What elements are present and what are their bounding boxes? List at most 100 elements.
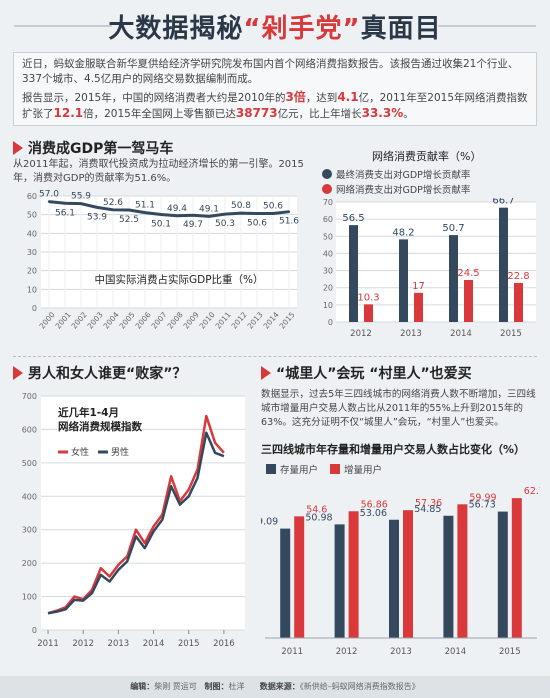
y-tick-label: 0 [32, 626, 37, 635]
x-tick-label: 2014 [450, 329, 472, 339]
data-point [143, 211, 147, 214]
x-tick-label: 2013 [246, 310, 265, 331]
section-3-desc: 数据显示，过去5年三四线城市的网络消费人数不断增加，三四线城市增量用户交易人数占… [261, 389, 536, 428]
intro-text: ，达到 [305, 92, 338, 104]
title-suffix: 真面目 [360, 14, 442, 44]
bar [464, 280, 473, 322]
x-tick-label: 2002 [70, 310, 89, 331]
y-tick-label: 200 [22, 559, 37, 568]
bar [414, 292, 423, 322]
intro-text: 倍，2015年全国网上零售额已达 [83, 108, 236, 120]
y-tick-label: 50 [323, 232, 333, 241]
legend-swatch-navy [322, 169, 332, 179]
chart4-title: 三四线城市年存量和增量用户交易人数占比变化（%） [261, 443, 526, 456]
bar [497, 511, 508, 638]
intro-paragraph-2: 报告显示，2015年，中国的网络消费者大约是2010年的3倍，达到4.1亿，20… [22, 90, 528, 122]
data-label: 56.1 [55, 208, 75, 218]
chart2-title: 网络消费贡献率（%） [372, 150, 482, 163]
footer-label: 制图： [204, 682, 229, 691]
legend-label: 最终消费支出对GDP增长贡献率 [336, 170, 471, 181]
data-label: 49.7 [183, 220, 203, 230]
section-3-title: “城里人”会玩 “村里人”也爱买 [276, 366, 472, 382]
data-point [239, 211, 243, 215]
x-tick-label: 2008 [166, 310, 185, 331]
bar [457, 504, 468, 638]
y-tick-label: 600 [22, 425, 37, 434]
data-label: 49.09 [261, 517, 278, 528]
data-label: 50.6 [247, 219, 267, 229]
footer-value: 杜洋 [228, 682, 245, 691]
data-label: 52.6 [103, 198, 123, 208]
y-tick-label: 700 [22, 392, 37, 401]
chart-title: 中国实际消费占实际GDP比重（%） [94, 273, 263, 286]
y-tick-label: 300 [22, 526, 37, 535]
gdp-share-chart: 0102030405060200020012002200320042005200… [27, 190, 299, 331]
data-point [271, 212, 275, 215]
intro-box: 近日，蚂蚁金服联合新华夏供给经济学研究院发布国内首个网络消费指数报告。该报告通过… [13, 52, 537, 126]
y-tick-label: 20 [27, 267, 37, 276]
footer-label: 编辑： [130, 682, 155, 691]
data-label: 56.86 [361, 499, 388, 510]
x-tick-label: 2015 [178, 639, 200, 649]
chart-title: 近几年1-4月 [58, 406, 119, 419]
section-3-heading: “城里人”会玩 “村里人”也爱买 [261, 363, 472, 383]
y-tick-label: 10 [27, 285, 37, 294]
data-label: 51.1 [135, 201, 155, 211]
data-label: 53.9 [87, 212, 107, 222]
y-tick-label: 60 [27, 192, 37, 201]
y-tick-label: 50 [27, 211, 37, 220]
intro-number: 4.1 [337, 90, 359, 104]
data-point [159, 213, 163, 216]
x-tick-label: 2013 [400, 329, 422, 339]
data-label: 52.5 [119, 215, 139, 225]
section-1-desc: 从2011年起，消费取代投资成为拉动经济增长的第一引擎。2015年，消费对GDP… [13, 159, 304, 184]
data-label: 66.7 [492, 198, 514, 207]
x-tick-label: 2001 [54, 310, 73, 331]
y-tick-label: 60 [323, 215, 333, 224]
x-tick-label: 2007 [150, 310, 169, 331]
bar [389, 519, 399, 638]
chart-title: 网络消费规模指数 [58, 420, 142, 433]
data-point [127, 208, 131, 212]
chart2-legend-item: 网络消费支出对GDP增长贡献率 [322, 182, 470, 196]
header: 大数据揭秘“剁手党”真面目 [0, 0, 550, 50]
data-label: 53.06 [360, 508, 387, 519]
data-label: 49.1 [199, 204, 219, 214]
divider [13, 356, 537, 357]
legend-swatch-red [330, 464, 340, 474]
data-label: 50.6 [263, 202, 283, 212]
x-tick-label: 2012 [72, 639, 94, 649]
chart4-legend-item: 存量用户 [266, 462, 318, 476]
x-tick-label: 2000 [38, 310, 57, 331]
x-tick-label: 2006 [134, 310, 153, 331]
legend-label: 男性 [111, 446, 129, 458]
x-tick-label: 2011 [214, 310, 233, 331]
section-2-title: 男人和女人谁更“败家”？ [28, 366, 187, 382]
x-tick-label: 2003 [86, 310, 105, 331]
y-tick-label: 40 [27, 229, 37, 238]
gender-index-chart: 0 100 200 300 400 500 600 700 2011 2012 2013 2014 20… [22, 392, 245, 649]
y-tick-label: 10 [323, 301, 333, 310]
legend-label: 女性 [71, 446, 89, 458]
data-label: 54.6 [306, 504, 327, 515]
legend-swatch-navy [266, 464, 276, 474]
intro-text: 报告显示，2015年，中国的网络消费者大约是2010年的 [22, 92, 286, 104]
plot-area [41, 396, 245, 630]
section-1-title: 消费成GDP第一驾马车 [28, 141, 174, 157]
intro-text: 亿元，比上年增长 [277, 108, 362, 120]
x-tick-label: 2014 [445, 647, 467, 657]
y-tick-label: 400 [22, 492, 37, 501]
data-label: 24.5 [457, 268, 479, 279]
triangle-icon [261, 366, 271, 380]
data-label: 17 [412, 281, 425, 292]
page-title: 大数据揭秘“剁手党”真面目 [0, 8, 550, 45]
contribution-bar-chart: 0 10 20 30 40 50 60 70 56.5 10.3 2012 48.2 17 2013 50.… [323, 198, 536, 339]
series-line [47, 414, 225, 615]
data-label: 62.76 [524, 486, 540, 497]
data-label: 51.6 [279, 217, 299, 227]
bar [511, 498, 522, 638]
data-point [63, 202, 67, 205]
y-tick-label: 0 [328, 318, 333, 327]
footer: 编辑：柴刚 贾运可 制图：杜洋 数据来源：《新供给–蚂蚁网络消费指数报告》 [0, 676, 550, 698]
x-tick-label: 2014 [143, 639, 165, 649]
